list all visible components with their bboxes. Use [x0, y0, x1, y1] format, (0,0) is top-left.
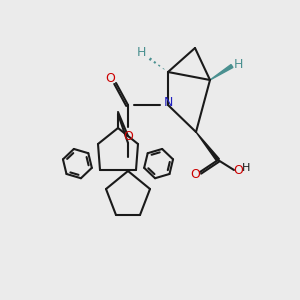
- Text: O: O: [190, 169, 200, 182]
- Text: H: H: [242, 163, 250, 173]
- Polygon shape: [210, 64, 233, 80]
- Text: N: N: [163, 97, 173, 110]
- Text: O: O: [233, 164, 243, 176]
- Text: O: O: [105, 71, 115, 85]
- Polygon shape: [196, 132, 219, 161]
- Text: O: O: [123, 130, 133, 142]
- Text: H: H: [233, 58, 243, 70]
- Text: H: H: [136, 46, 146, 59]
